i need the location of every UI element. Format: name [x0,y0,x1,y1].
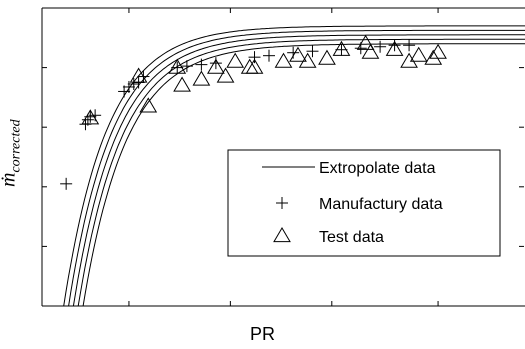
extrapolate-curve [77,38,525,307]
test-point [298,52,317,68]
manufactury-point [306,45,319,58]
legend-label-extrapolate: Extropolate data [319,160,436,177]
axes-frame [41,7,525,307]
manufactury-point [374,40,387,53]
test-point [385,40,404,56]
extrapolate-curve [82,43,525,307]
legend-triangle-marker [273,227,291,243]
test-point [289,46,307,62]
legend-plus-sample [276,197,288,209]
test-point [129,67,148,83]
manufactury-point [122,80,135,93]
test-point [318,49,336,65]
manufactury-point [180,60,193,73]
test-point [424,49,443,65]
test-point [332,40,351,56]
legend-label-manufactury: Manufactury data [319,196,443,213]
test-point [400,52,418,68]
legend: Extropolate data Manufactury data Test d… [227,149,501,257]
test-point [168,58,187,74]
test-point [207,58,225,74]
test-point [216,67,235,83]
test-point [361,43,380,59]
test-point [356,34,375,50]
test-point [274,52,293,68]
manufactury-point [403,39,416,52]
test-point [429,43,447,59]
manufactury-point [195,58,208,71]
manufactury-markers [60,39,416,190]
manufactury-point [335,43,348,56]
manufactury-point [171,61,184,74]
test-point [81,109,100,125]
x-axis-label: PR [249,324,275,344]
test-point [409,46,428,62]
extrapolate-curve [63,25,525,307]
y-axis-label-main: ṁ [0,173,20,187]
legend-box [227,149,501,257]
test-point [139,97,158,113]
test-point [245,58,264,74]
test-markers [81,34,447,125]
y-axis-label-sub: corrected [8,119,24,173]
test-point [226,52,245,68]
y-axis-label: ṁcorrected [0,119,25,187]
extrapolate-curve [72,34,525,307]
legend-label-test: Test data [319,229,384,246]
legend-triangle-sample [273,227,291,243]
manufactury-point [263,49,276,62]
manufactury-point [60,177,73,190]
manufactury-point [248,51,261,64]
test-point [192,70,211,86]
manufactury-point [127,77,140,90]
legend-plus-marker [276,197,288,209]
test-point [173,76,191,92]
